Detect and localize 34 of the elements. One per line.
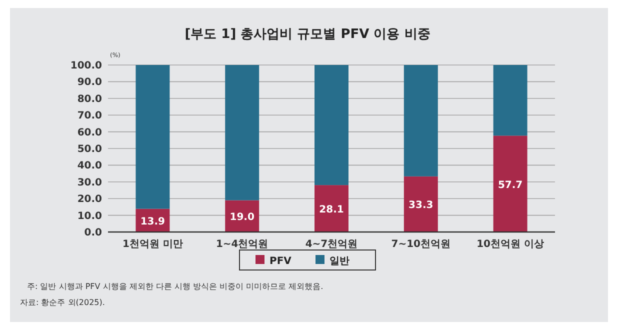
data-label: 19.0: [230, 212, 254, 224]
y-tick-label: 60.0: [77, 127, 102, 138]
bar: [225, 65, 260, 200]
y-tick-label: 80.0: [77, 94, 102, 105]
y-tick-label: 100.0: [70, 60, 102, 72]
data-label: 28.1: [319, 204, 344, 216]
y-tick-label: 50.0: [77, 144, 102, 155]
bar: [493, 65, 528, 136]
bar: [404, 176, 438, 232]
x-tick-label: 7~10천억원: [391, 239, 451, 250]
x-tick-label: 4~7천억원: [305, 239, 358, 250]
y-tick-label: 40.0: [77, 160, 102, 172]
data-label: 13.9: [140, 216, 166, 228]
text: 자료: 황순주 외(2025).: [20, 298, 105, 307]
legend-label: 일반: [330, 256, 350, 267]
y-tick-label: 30.0: [77, 177, 102, 188]
chart-title: [부도 1] 총사업비 규모별 PFV 이용 비중: [184, 27, 430, 42]
bar: [404, 65, 438, 176]
y-tick-label: 0.0: [84, 228, 102, 238]
legend-label: PFV: [270, 256, 292, 267]
bar: [493, 136, 528, 232]
bar: [314, 65, 348, 186]
x-tick-label: 1~4천억원: [216, 239, 268, 250]
y-tick-label: 20.0: [77, 194, 102, 206]
y-tick-label: 10.0: [77, 210, 102, 222]
bar: [314, 185, 348, 232]
y-tick-label: 90.0: [77, 77, 102, 88]
data-label: 33.3: [408, 200, 434, 212]
x-tick-label: 1천억원 미만: [122, 239, 183, 250]
data-label: 57.7: [498, 180, 523, 191]
x-tick-label: 10천억원 이상: [476, 239, 544, 250]
text: 주: 일반 시행과 PFV 시행을 제외한 다른 시행 방식은 비중이 미미하므로 제외했음.: [27, 282, 324, 291]
bar: [136, 65, 170, 209]
y-tick-label: 70.0: [77, 110, 102, 122]
